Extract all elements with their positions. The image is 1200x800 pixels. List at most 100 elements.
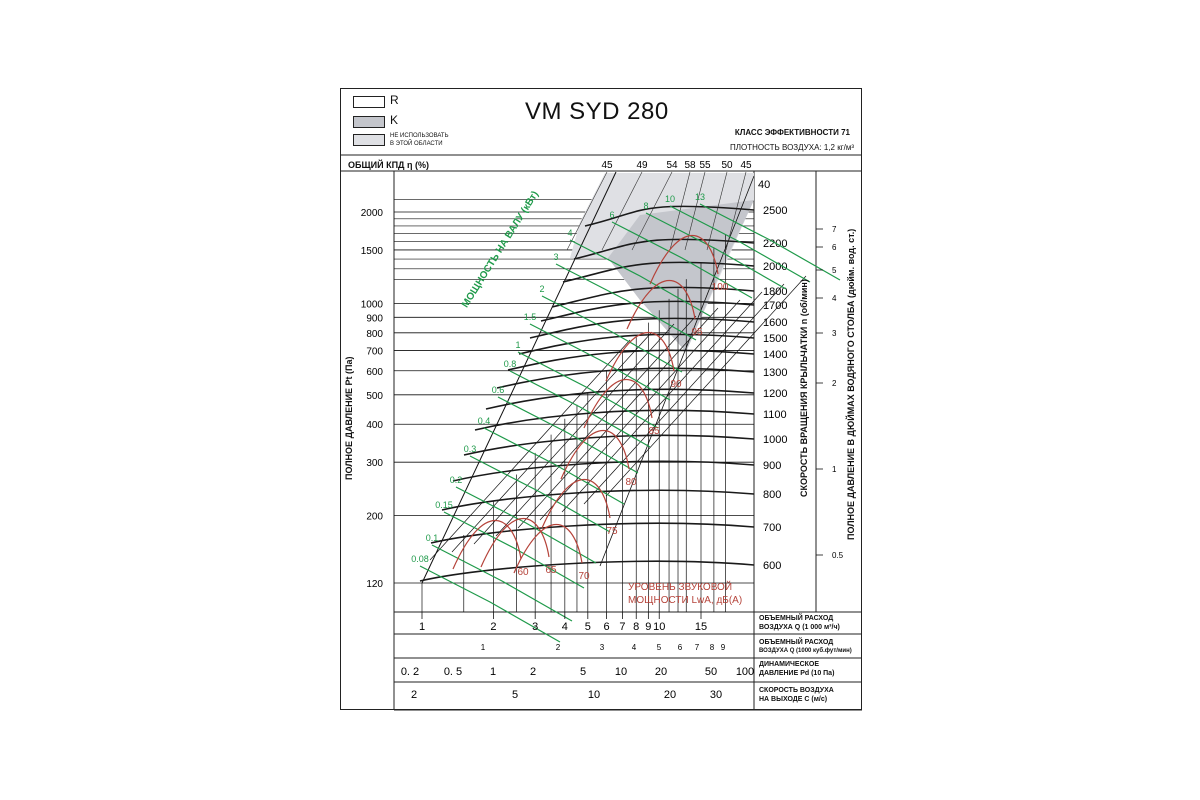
noise-label: 90 <box>670 379 682 390</box>
pressure-tick-label: 1000 <box>361 299 384 310</box>
efficiency-tick-label: 54 <box>666 160 678 171</box>
noise-curve <box>583 379 653 429</box>
q-m3h-tick-label: 1 <box>419 621 425 633</box>
q-m3h-tick-label: 15 <box>695 621 707 633</box>
fan-speed-curve <box>441 489 755 511</box>
rpm-tick-label: 1600 <box>763 317 787 329</box>
fan-speed-curve <box>518 333 755 355</box>
q-m3h-tick-label: 4 <box>562 621 568 633</box>
system-curve <box>429 339 631 561</box>
pd-tick-label: 20 <box>655 666 667 678</box>
noise-label: 80 <box>625 477 637 488</box>
rpm-tick-label: 1200 <box>763 388 787 400</box>
scale-q-cfm-caption-2: ВОЗДУХА Q (1000 куб.фут/мин) <box>759 648 852 654</box>
power-label: 0.3 <box>464 444 477 454</box>
noise-curve <box>480 518 550 568</box>
pressure-tick-label: 500 <box>366 391 383 402</box>
q-cfm-tick-label: 8 <box>710 643 715 652</box>
efficiency-tick-label: 45 <box>601 160 613 171</box>
power-label: 13 <box>695 192 705 202</box>
pd-tick-label: 10 <box>615 666 627 678</box>
power-line <box>419 565 561 643</box>
legend-swatch-r <box>353 96 385 108</box>
rpm-tick-label: 2000 <box>763 261 787 273</box>
noise-curve <box>560 430 630 480</box>
noise-label: 70 <box>578 571 590 582</box>
inch-tick-label: 3 <box>832 329 837 338</box>
efficiency-tick-label: 45 <box>740 160 752 171</box>
power-label: 0.8 <box>504 359 517 369</box>
fan-speed-curve <box>452 460 755 482</box>
noise-curve <box>649 235 719 285</box>
fan-speed-curve <box>430 522 755 544</box>
pd-tick-label: 50 <box>705 666 717 678</box>
legend-noarea-line1: НЕ ИСПОЛЬЗОВАТЬ <box>390 133 449 139</box>
system-curve <box>605 275 807 497</box>
legend-swatch-k <box>353 116 385 128</box>
rpm-tick-label: 1700 <box>763 300 787 312</box>
system-curve <box>495 315 697 537</box>
power-line <box>669 205 811 283</box>
efficiency-line <box>566 171 608 251</box>
system-curve <box>517 307 719 529</box>
noise-label: 95 <box>691 327 703 338</box>
inch-tick-label: 5 <box>832 266 837 275</box>
q-cfm-tick-label: 7 <box>695 643 700 652</box>
noise-label: 100 <box>712 282 729 293</box>
scale-q-m3h-caption-1: ОБЪЕМНЫЙ РАСХОД <box>759 615 834 622</box>
rpm-tick-label: 1400 <box>763 349 787 361</box>
power-line <box>699 203 841 281</box>
q-m3h-tick-label: 9 <box>645 621 651 633</box>
k-area <box>608 200 754 352</box>
rpm-tick-label: 2500 <box>763 205 787 217</box>
power-label: 3 <box>553 252 558 262</box>
system-boundary-line <box>421 171 617 584</box>
q-cfm-tick-label: 1 <box>481 643 486 652</box>
inch-tick-label: 0.5 <box>832 551 844 560</box>
rpm-tick-label: 1500 <box>763 333 787 345</box>
q-cfm-tick-label: 9 <box>721 643 726 652</box>
inch-axis-label: ПОЛНОЕ ДАВЛЕНИЕ В ДЮЙМАХ ВОДЯНОГО СТОЛБА… <box>846 228 856 540</box>
efficiency-tick-label: 50 <box>721 160 733 171</box>
power-line <box>509 370 651 448</box>
inch-tick-label: 2 <box>832 379 837 388</box>
fan-speed-curve <box>496 367 755 389</box>
noise-label: 65 <box>545 565 557 576</box>
pd-tick-label: 1 <box>490 666 496 678</box>
rpm-tick-label: 1800 <box>763 286 787 298</box>
noise-curve <box>605 332 675 382</box>
rpm-tick-label: 1100 <box>763 409 787 421</box>
pressure-axis-label: ПОЛНОЕ ДАВЛЕНИЕ Pt (Па) <box>344 356 354 480</box>
scale-pd-caption-1: ДИНАМИЧЕСКОЕ <box>759 661 820 668</box>
q-cfm-tick-label: 4 <box>632 643 637 652</box>
fan-speed-curve <box>529 317 755 339</box>
pd-tick-label: 0. 2 <box>401 666 419 678</box>
efficiency-line <box>631 171 673 251</box>
efficiency-tick-label: 58 <box>684 160 696 171</box>
fan-speed-curve <box>562 261 755 283</box>
system-curve <box>583 283 785 505</box>
pd-tick-label: 100 <box>736 666 754 678</box>
power-line <box>645 212 787 290</box>
fan-speed-curve <box>474 409 755 431</box>
power-line <box>497 396 639 474</box>
fan-speed-curve <box>540 300 755 322</box>
scale-velocity-caption-2: НА ВЫХОДЕ C (м/с) <box>759 696 828 703</box>
power-line <box>611 221 753 299</box>
rpm-axis-label: СКОРОСТЬ ВРАЩЕНИЯ КРЫЛЬЧАТКИ n (об/мин) <box>799 279 809 497</box>
rpm-tick-label: 600 <box>763 560 781 572</box>
power-label: 0.1 <box>426 533 439 543</box>
power-line <box>455 486 597 564</box>
power-line <box>569 239 711 317</box>
noise-curve <box>513 524 583 574</box>
velocity-tick-label: 5 <box>512 689 518 701</box>
chart-title: VM SYD 280 <box>525 98 669 125</box>
power-line <box>469 455 611 533</box>
inch-tick-label: 4 <box>832 294 837 303</box>
scale-q-cfm-caption-1: ОБЪЕМНЫЙ РАСХОД <box>759 639 834 646</box>
inch-tick-label: 6 <box>832 243 837 252</box>
efficiency-line <box>706 171 728 251</box>
efficiency-axis-label: ОБЩИЙ КПД η (%) <box>348 160 429 170</box>
pd-tick-label: 2 <box>530 666 536 678</box>
